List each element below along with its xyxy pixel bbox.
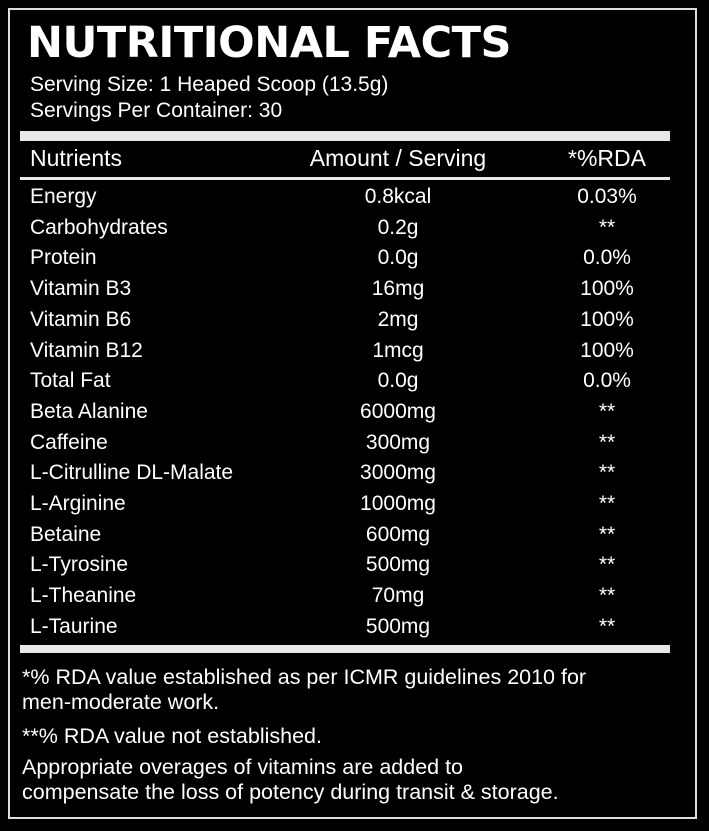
nutrient: Beta Alanine [30,399,148,423]
rda: 0.03% [577,185,637,208]
rda: ** [598,461,616,485]
nutrient: L-Theanine [30,584,137,608]
footnote: *% RDA value established as per ICMR gui… [22,665,587,689]
nutrient: Vitamin B6 [30,307,132,331]
rda: ** [598,614,616,638]
rda: 0.0% [583,369,631,393]
nutrient: Carbohydrates [30,215,168,239]
amount: 300mg [365,430,431,454]
rda: 0.0% [583,246,631,270]
title: NUTRITIONAL FACTS [27,18,511,68]
amount: 16mg [371,277,425,301]
nutrient: L-Tyrosine [30,553,129,577]
rda: ** [598,553,616,577]
divider [20,645,670,653]
footnote: compensate the loss of potency during tr… [22,780,559,804]
divider [20,131,670,141]
serving-size: Serving Size: 1 Heaped Scoop (13.5g) [30,73,389,96]
amount: 1mcg [372,338,424,362]
rda: 100% [580,307,634,331]
amount: 6000mg [360,399,436,423]
rda: ** [598,399,616,423]
nutrient: Vitamin B3 [30,277,132,301]
amount: 500mg [365,553,431,577]
rda: ** [598,215,616,239]
nutrient: Betaine [30,522,102,546]
amount: 0.2g [377,215,419,239]
nutrient: Vitamin B12 [30,338,143,362]
nutrient: Protein [30,246,97,270]
footnote: **% RDA value not established. [22,724,322,748]
rda: 100% [580,338,634,362]
amount: 0.8kcal [364,185,432,208]
amount: 0.0g [377,246,419,270]
rda: ** [598,584,616,608]
servings-per-container: Servings Per Container: 30 [30,99,283,122]
amount: 70mg [371,584,425,608]
footnote: men-moderate work. [22,690,220,714]
rda: 100% [580,277,634,301]
rda: ** [598,430,616,454]
rda: ** [598,522,616,546]
amount: 600mg [365,522,431,546]
nutrient: Energy [30,185,97,208]
column-header: Amount / Serving [309,145,487,171]
nutrient: L-Citrulline DL-Malate [30,461,234,485]
column-header: *%RDA [568,145,646,171]
amount: 0.0g [377,369,419,393]
amount: 3000mg [360,461,436,485]
divider [20,177,670,180]
nutrient: Total Fat [30,369,111,393]
nutrient: L-Taurine [30,614,118,638]
column-header: Nutrients [30,145,123,171]
rda: ** [598,492,616,515]
footnote: Appropriate overages of vitamins are add… [22,755,464,779]
nutrient: L-Arginine [30,492,126,515]
amount: 2mg [377,307,419,331]
amount: 1000mg [360,492,436,515]
amount: 500mg [365,614,431,638]
nutrient: Caffeine [30,430,108,454]
frame [8,8,697,819]
